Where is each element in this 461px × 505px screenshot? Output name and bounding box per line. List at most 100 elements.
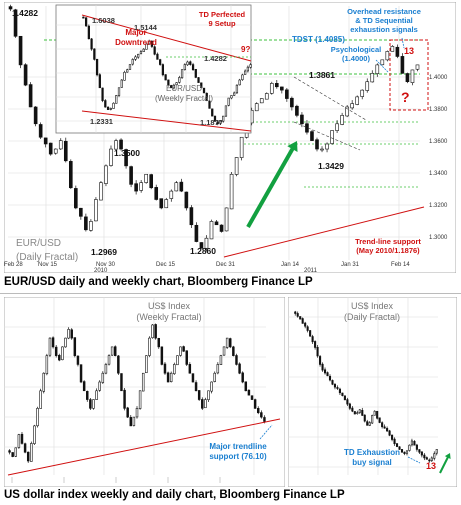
eurusd-year-2010: 2010 bbox=[94, 268, 108, 273]
usdd-candle-body-56 bbox=[433, 453, 436, 459]
usdd-candle-body-47 bbox=[410, 440, 413, 446]
usdw-watermark-line-1: (Weekly Fractal) bbox=[136, 312, 201, 322]
inset-candle-body-31 bbox=[167, 79, 170, 86]
inset-label-td-setup-line-0: TD Perfected bbox=[199, 10, 246, 19]
usdd-candle-body-45 bbox=[405, 450, 409, 454]
usdw-candle-body-44 bbox=[145, 355, 148, 374]
eurusd-candle-body-55 bbox=[285, 89, 289, 99]
eurusd-xtick-2: Dec 15 bbox=[156, 262, 176, 268]
usdw-candle-body-42 bbox=[138, 390, 142, 409]
eurusd-candle-body-0 bbox=[8, 6, 13, 10]
usdd-candle-body-26 bbox=[358, 409, 361, 413]
usdw-candle-body-82 bbox=[263, 417, 266, 422]
usdw-candle-body-81 bbox=[260, 412, 263, 418]
eurusd-candle-body-16 bbox=[89, 221, 93, 231]
usdw-candle-body-34 bbox=[114, 346, 117, 356]
eurusd-candle-body-40 bbox=[209, 221, 214, 240]
usdd-candle-body-54 bbox=[428, 459, 431, 462]
eurusd-candle-body-29 bbox=[154, 187, 159, 200]
usdd-candle-body-43 bbox=[400, 449, 404, 453]
usdw-candle-body-37 bbox=[123, 389, 126, 409]
usdd-candle-body-20 bbox=[343, 395, 346, 401]
eurusd-candle-body-11 bbox=[63, 140, 68, 162]
eurusd-xtick-1: Nov 30 bbox=[96, 262, 116, 268]
usdd-label-exhaustion-line-0: TD Exhaustion bbox=[344, 448, 400, 457]
inset-watermark-line-0: EUR/USD bbox=[166, 84, 202, 93]
usdd-candle-body-27 bbox=[361, 409, 364, 416]
inset-candle-body-48 bbox=[213, 115, 217, 122]
inset-candle-body-57 bbox=[238, 79, 241, 86]
inset-candle-body-61 bbox=[249, 64, 252, 68]
eurusd-candle-body-43 bbox=[224, 207, 229, 232]
usdd-pointer bbox=[407, 456, 421, 464]
inset-candle-body-5 bbox=[95, 58, 99, 76]
usdd-candle-body-57 bbox=[435, 449, 438, 454]
inset-candle-body-53 bbox=[227, 97, 230, 106]
eurusd-candle-body-50 bbox=[259, 98, 264, 104]
label-trendline-line-0: Trend-line support bbox=[355, 237, 421, 246]
usdd-label-exhaustion-line-1: buy signal bbox=[352, 458, 392, 467]
inset-candle-body-34 bbox=[175, 82, 178, 86]
eurusd-candle-body-71 bbox=[365, 81, 370, 91]
eurusd-candle-body-14 bbox=[79, 207, 83, 217]
eurusd-candle-body-58 bbox=[300, 114, 304, 125]
green-uptrend-arrowhead bbox=[287, 141, 298, 152]
usdd-candle-body-3 bbox=[301, 318, 304, 324]
channel-top bbox=[293, 76, 367, 121]
inset-candle-body-39 bbox=[189, 61, 192, 65]
eurusd-candle-body-15 bbox=[84, 216, 88, 231]
usdd-candle-body-40 bbox=[393, 438, 396, 445]
eurusd-candle-body-60 bbox=[310, 131, 314, 141]
eurusd-ytick-3: 1.3400 bbox=[429, 171, 448, 177]
eurusd-candle-body-8 bbox=[48, 142, 53, 155]
usdw-candle-body-61 bbox=[197, 390, 201, 400]
eurusd-candle-body-25 bbox=[134, 183, 138, 192]
usd-daily-panel: US$ Index (Daily Fractal) TD Exhaustion buy… bbox=[288, 297, 457, 487]
inset-candle-body-26 bbox=[153, 46, 156, 55]
inset-candle-body-20 bbox=[137, 53, 140, 58]
usdw-candle-body-48 bbox=[157, 338, 160, 348]
eurusd-candle-body-2 bbox=[18, 35, 23, 66]
usdw-candle-body-25 bbox=[86, 391, 89, 400]
eurusd-candle-body-38 bbox=[199, 242, 204, 249]
eurusd-candle-body-35 bbox=[184, 191, 189, 209]
eurusd-xtick-5: Jan 31 bbox=[341, 262, 360, 268]
usdw-candle-body-68 bbox=[219, 355, 223, 366]
usdd-candle-body-15 bbox=[331, 380, 334, 385]
usdw-label-trendline-line-1: support (76.10) bbox=[209, 452, 267, 461]
label-psychological-line-0: Psychological bbox=[331, 45, 381, 54]
label-tdst: TDST (1.4085) bbox=[292, 35, 345, 44]
usdw-candle-body-65 bbox=[210, 381, 213, 392]
usdw-candle-body-19 bbox=[67, 329, 70, 339]
inset-candle-body-23 bbox=[145, 43, 148, 50]
usdd-candle-body-18 bbox=[338, 388, 341, 394]
inset-label-recent-high: 1.4282 bbox=[204, 54, 227, 63]
eurusd-candle-body-63 bbox=[325, 143, 329, 150]
usdw-candle-body-9 bbox=[36, 408, 39, 427]
inset-candle-body-29 bbox=[161, 64, 165, 76]
inset-candle-body-19 bbox=[134, 56, 137, 60]
usdd-candle-body-49 bbox=[415, 444, 418, 450]
usdw-candle-body-62 bbox=[201, 399, 204, 409]
label-overhead-line-1: & TD Sequential bbox=[355, 16, 413, 25]
usdd-candle-body-21 bbox=[346, 399, 349, 405]
usdd-candle-body-31 bbox=[371, 415, 374, 424]
inset-candle-body-21 bbox=[139, 51, 143, 55]
usdw-candle-body-66 bbox=[213, 372, 216, 382]
eurusd-candle-body-56 bbox=[290, 97, 294, 108]
usdd-candle-body-7 bbox=[311, 336, 314, 343]
usdw-candle-body-1 bbox=[11, 452, 14, 457]
inset-candle-body-0 bbox=[82, 16, 85, 19]
eurusd-candle-body-64 bbox=[330, 130, 334, 144]
eurusd-candle-body-45 bbox=[234, 157, 239, 175]
usdd-candle-body-5 bbox=[306, 326, 309, 331]
green-uptrend-arrow bbox=[246, 147, 295, 228]
eurusd-candle-body-24 bbox=[129, 166, 133, 185]
usdw-candle-body-6 bbox=[26, 451, 30, 462]
trendline-support bbox=[223, 206, 425, 258]
eurusd-candle-body-4 bbox=[28, 84, 33, 108]
usd-weekly-panel: US$ Index (Weekly Fractal) Major trendline… bbox=[4, 297, 285, 487]
label-trendline-line-1: (May 2010/1.1876) bbox=[356, 246, 420, 255]
usdw-candle-body-36 bbox=[120, 373, 123, 392]
usdw-candle-body-14 bbox=[51, 337, 55, 348]
